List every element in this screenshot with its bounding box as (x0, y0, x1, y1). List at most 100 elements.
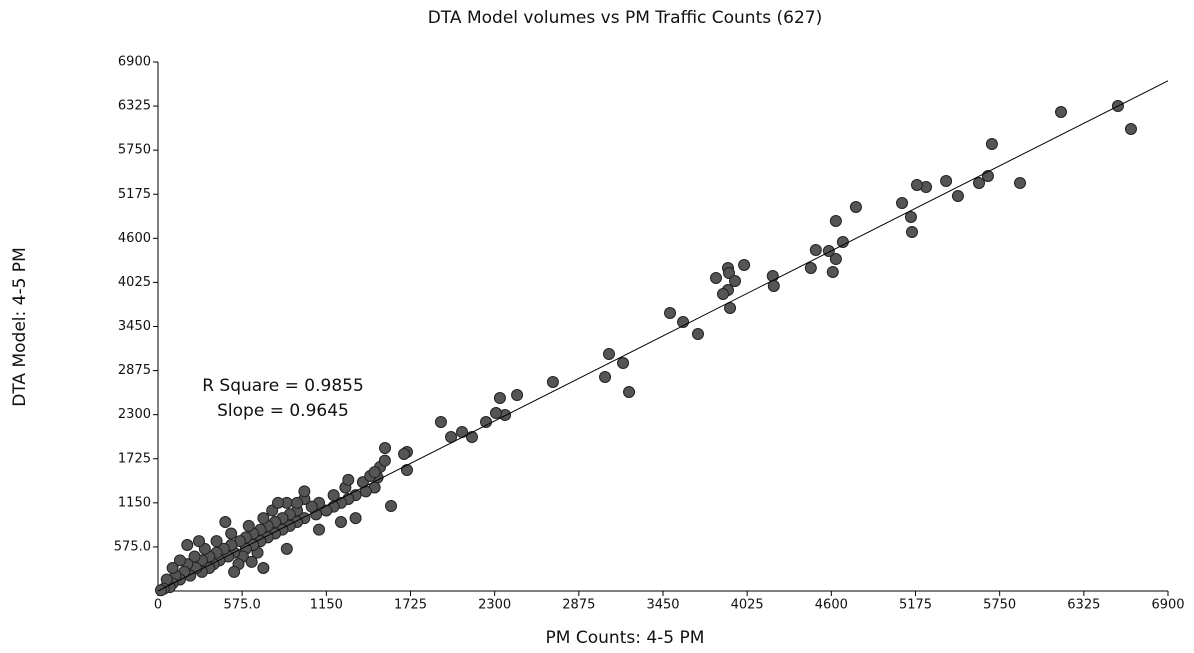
point (257, 562, 270, 574)
point (219, 516, 232, 528)
point (192, 535, 205, 548)
point (1014, 176, 1027, 189)
point (305, 500, 318, 513)
point (225, 527, 238, 540)
chart-title: DTA Model volumes vs PM Traffic Counts (… (428, 8, 822, 28)
point (280, 542, 293, 555)
x-tick-label: 3450 (646, 598, 679, 613)
point (493, 392, 506, 405)
point (379, 442, 392, 455)
y-tick-label: 6900 (118, 55, 151, 70)
point (400, 464, 413, 477)
y-tick-label: 1725 (118, 451, 151, 466)
y-tick-label: 3450 (118, 319, 151, 334)
point (245, 555, 258, 568)
x-tick-label: 4025 (731, 598, 764, 613)
point (398, 447, 411, 460)
y-axis-label: DTA Model: 4-5 PM (10, 247, 30, 406)
point (1054, 105, 1067, 118)
y-tick-label: 2300 (118, 407, 151, 422)
point (809, 243, 822, 256)
point (896, 196, 909, 209)
point (228, 565, 241, 578)
x-tick-label: 0 (154, 598, 162, 613)
annotation: Slope = 0.9645 (217, 401, 349, 421)
point (804, 262, 817, 275)
point (257, 512, 270, 525)
point (664, 307, 677, 320)
point (210, 535, 223, 548)
point (904, 211, 917, 224)
x-axis-label: PM Counts: 4-5 PM (546, 628, 705, 648)
point (826, 265, 839, 278)
x-tick-label: 2300 (478, 598, 511, 613)
point (599, 371, 612, 384)
y-tick-label: 575.0 (114, 539, 151, 554)
x-tick-label: 1150 (310, 598, 343, 613)
point (368, 466, 381, 479)
point (602, 348, 615, 361)
x-tick-label: 5750 (983, 598, 1016, 613)
point (738, 259, 751, 272)
x-tick-label: 1725 (394, 598, 427, 613)
point (173, 554, 186, 567)
point (951, 190, 964, 203)
point (849, 200, 862, 213)
x-tick-label: 4600 (815, 598, 848, 613)
x-tick-label: 6900 (1151, 598, 1184, 613)
point (836, 236, 849, 249)
point (829, 253, 842, 266)
point (291, 496, 304, 509)
point (342, 473, 355, 486)
point (767, 280, 780, 293)
point (940, 174, 953, 187)
point (242, 519, 255, 532)
point (623, 385, 636, 398)
point (465, 430, 478, 443)
point (313, 523, 326, 536)
point (489, 406, 502, 419)
y-tick-label: 5175 (118, 187, 151, 202)
point (822, 244, 835, 257)
point (973, 176, 986, 189)
x-tick-label: 2875 (562, 598, 595, 613)
point (327, 489, 340, 502)
annotation: R Square = 0.9855 (202, 376, 364, 396)
point (829, 215, 842, 228)
point (905, 225, 918, 238)
point (272, 496, 285, 509)
y-tick-label: 5750 (118, 143, 151, 158)
point (511, 389, 524, 402)
point (691, 328, 704, 341)
y-tick-label: 4600 (118, 231, 151, 246)
point (181, 539, 194, 551)
point (385, 499, 398, 512)
point (985, 138, 998, 151)
point (378, 454, 391, 467)
point (166, 562, 179, 574)
point (766, 269, 779, 282)
x-tick-label: 575.0 (224, 598, 261, 613)
point (723, 266, 736, 279)
point (188, 550, 201, 563)
x-tick-label: 6325 (1067, 598, 1100, 613)
point (617, 356, 630, 369)
point (480, 416, 493, 429)
point (546, 376, 559, 389)
point (349, 512, 362, 525)
x-tick-label: 5175 (899, 598, 932, 613)
trend-line (157, 80, 1169, 592)
y-tick-label: 1150 (118, 495, 151, 510)
y-tick-label: 4025 (118, 275, 151, 290)
y-tick-label: 2875 (118, 363, 151, 378)
point (298, 485, 311, 498)
point (1124, 123, 1137, 136)
point (709, 271, 722, 284)
y-tick-label: 6325 (118, 99, 151, 114)
point (434, 416, 447, 429)
point (334, 516, 347, 528)
point (717, 287, 730, 300)
point (910, 178, 923, 191)
point (729, 275, 742, 288)
